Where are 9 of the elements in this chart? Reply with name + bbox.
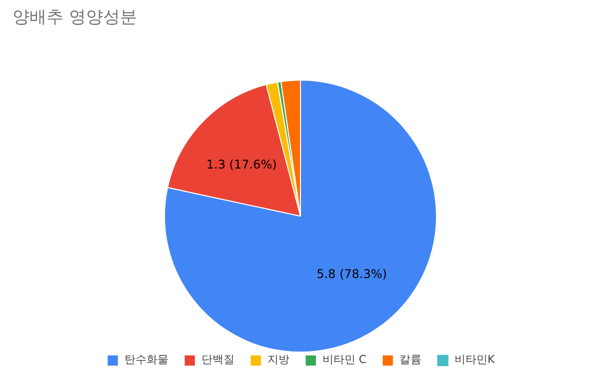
data-label: 5.8 (78.3%) xyxy=(316,267,387,282)
data-label: 1.3 (17.6%) xyxy=(206,158,277,172)
legend-label: 비타민K xyxy=(454,352,495,367)
legend-label: 칼륨 xyxy=(399,352,422,367)
legend-label: 단백질 xyxy=(201,352,234,367)
chart-title: 양배추 영양성분 xyxy=(12,8,137,28)
legend-label: 탄수화물 xyxy=(124,352,168,367)
legend-label: 비타민 C xyxy=(322,352,366,367)
legend-label: 지방 xyxy=(267,352,290,367)
